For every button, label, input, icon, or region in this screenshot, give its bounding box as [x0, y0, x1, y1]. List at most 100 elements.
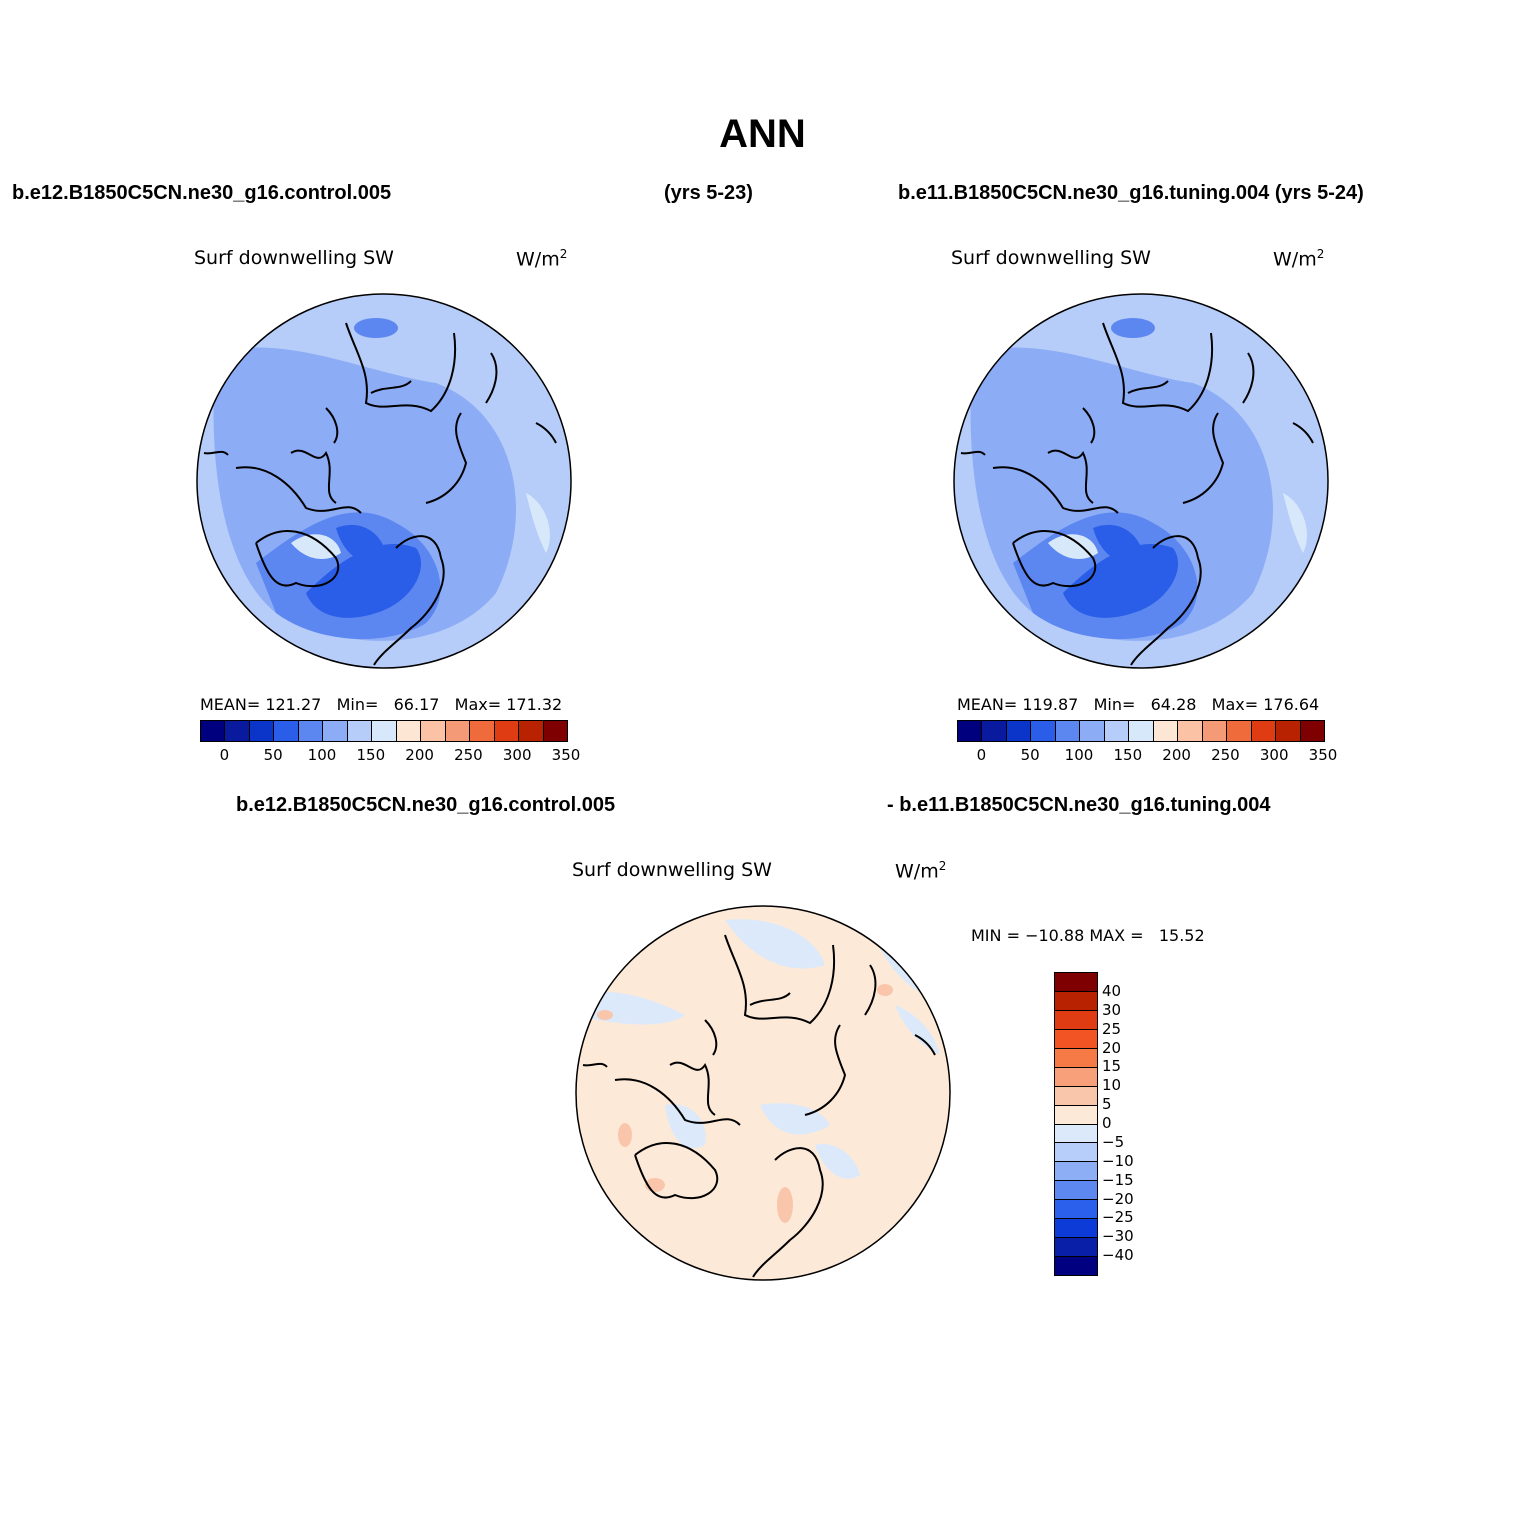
panel2-case-title: b.e11.B1850C5CN.ne30_g16.tuning.004 (yrs… [898, 182, 1364, 204]
colorbar-tick-label: 50 [1020, 746, 1040, 764]
map-field-contour [725, 919, 825, 969]
panel2-colorbar-ticks: 0 50 100 150 200 250 300 350 [957, 746, 1338, 766]
colorbar-swatch [1055, 721, 1081, 741]
colorbar-tick-label: 250 [454, 746, 483, 764]
colorbar-swatch [1055, 1086, 1097, 1106]
colorbar-swatch [201, 721, 226, 741]
map-field-contour [597, 1010, 613, 1020]
colorbar-swatch [543, 721, 568, 741]
map-field-contour [306, 544, 422, 618]
colorbar-swatch [1055, 1257, 1097, 1275]
panel1-case-title: b.e12.B1850C5CN.ne30_g16.control.005 [12, 182, 392, 204]
colorbar-swatch [1276, 721, 1301, 741]
colorbar-swatch [1055, 1010, 1097, 1030]
diff-case-b-title: - b.e11.B1850C5CN.ne30_g16.tuning.004 [887, 794, 1271, 816]
map-field-contour [777, 1187, 793, 1223]
panel1-polar-map [196, 293, 572, 669]
coastline [1102, 322, 1214, 413]
coastline [669, 1061, 716, 1116]
colorbar-swatch [1055, 991, 1097, 1011]
colorbar-swatch [1055, 1143, 1097, 1163]
colorbar-swatch [249, 721, 275, 741]
panel2-variable-label: Surf downwelling SW [951, 247, 1151, 269]
diff-units-label: W/m2 [895, 859, 947, 883]
map-field-contour [665, 1104, 706, 1149]
colorbar-swatch [347, 721, 373, 741]
map-field-contour [1048, 534, 1098, 559]
colorbar-swatch [396, 721, 422, 741]
colorbar-swatch [445, 721, 471, 741]
map-field-contour [1283, 493, 1307, 553]
diff-variable-label: Surf downwelling SW [572, 859, 772, 881]
colorbar-swatch [1080, 721, 1105, 741]
coastline [345, 322, 457, 413]
colorbar-tick-label: 250 [1211, 746, 1240, 764]
coastline [1182, 412, 1225, 504]
coastline [535, 422, 557, 444]
coastline [724, 934, 836, 1025]
coastline [634, 1142, 719, 1200]
colorbar-swatch [1202, 721, 1228, 741]
coastline [373, 535, 445, 666]
colorbar-tick-label: −10 [1102, 1151, 1134, 1170]
map-field-contour [1093, 524, 1143, 561]
coastline [1127, 380, 1169, 394]
colorbar-swatch [1055, 1238, 1097, 1258]
panel1-years: (yrs 5-23) [664, 182, 753, 204]
map-border [575, 905, 951, 1281]
colorbar-swatch [372, 721, 397, 741]
map-field-contour [526, 493, 550, 553]
coastline [1242, 352, 1255, 404]
colorbar-swatch [1055, 1124, 1097, 1144]
colorbar-tick-label: 5 [1102, 1095, 1112, 1114]
panel2-units-label: W/m2 [1273, 247, 1325, 271]
colorbar-swatch [298, 721, 324, 741]
colorbar-swatch [1227, 721, 1252, 741]
colorbar-swatch [323, 721, 348, 741]
map-field-contour [1063, 544, 1179, 618]
colorbar-swatch [1055, 1067, 1097, 1087]
colorbar-swatch [519, 721, 544, 741]
coastline [235, 466, 362, 514]
colorbar-swatch [1178, 721, 1203, 741]
coastline [582, 1062, 608, 1068]
coastline [960, 450, 986, 456]
colorbar-swatch [1055, 1048, 1097, 1068]
map-field-contour [760, 1103, 830, 1135]
colorbar-swatch [958, 721, 983, 741]
coastline [614, 1078, 741, 1126]
map-field-contour [336, 524, 386, 561]
coastline [864, 964, 877, 1016]
colorbar-tick-label: −25 [1102, 1208, 1134, 1227]
colorbar-swatch [225, 721, 250, 741]
coastline [325, 407, 339, 444]
colorbar-swatch [421, 721, 446, 741]
coastline [1292, 422, 1314, 444]
diff-stats: MIN = −10.88 MAX = 15.52 [971, 926, 1205, 945]
colorbar-tick-label: 350 [1308, 746, 1338, 764]
colorbar-tick-label: 30 [1102, 1000, 1122, 1019]
map-field-contour [354, 318, 398, 338]
coastline [704, 1019, 718, 1056]
map-field-contour [815, 1144, 860, 1179]
diff-polar-map [575, 905, 951, 1281]
colorbar-tick-label: 20 [1102, 1038, 1122, 1057]
colorbar-swatch [1006, 721, 1032, 741]
diff-colorbar-ticks: 40 30 25 20 15 10 5 0 −5 −10 −15 −20 −25 −30 −40 [1102, 972, 1162, 1274]
colorbar-swatch [1031, 721, 1056, 741]
colorbar-tick-label: −15 [1102, 1170, 1134, 1189]
colorbar-tick-label: 100 [307, 746, 337, 764]
colorbar-tick-label: 150 [356, 746, 386, 764]
panel2-colorbar [957, 720, 1325, 742]
coastline [1012, 530, 1097, 588]
coastline [1130, 535, 1202, 666]
map-field-background [576, 906, 950, 1280]
colorbar-tick-label: 150 [1113, 746, 1143, 764]
coastline [749, 992, 791, 1006]
map-field-contour [496, 393, 559, 543]
colorbar-tick-label: 10 [1102, 1076, 1122, 1095]
panel1-colorbar [200, 720, 568, 742]
diff-colorbar [1054, 972, 1098, 1276]
colorbar-tick-label: −30 [1102, 1227, 1134, 1246]
colorbar-tick-label: 200 [1162, 746, 1191, 764]
